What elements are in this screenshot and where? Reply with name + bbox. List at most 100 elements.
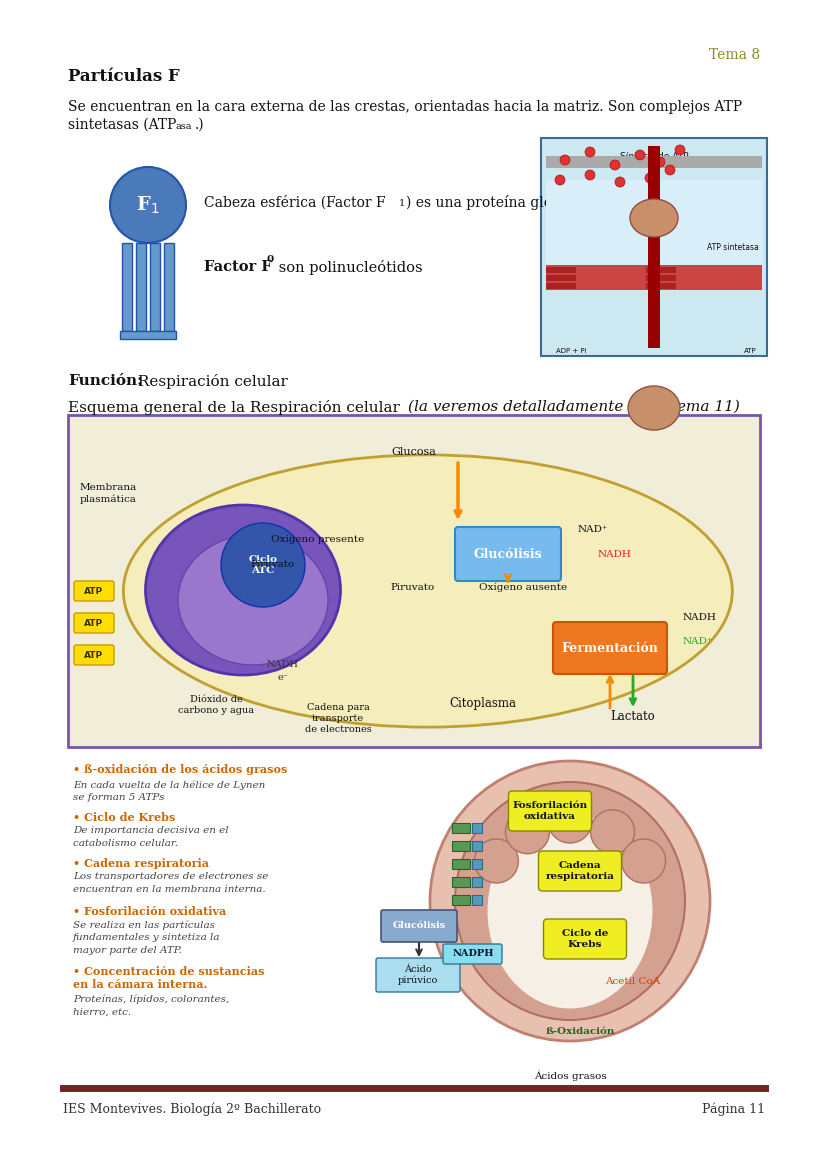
Text: Síntesis de ATP: Síntesis de ATP bbox=[619, 152, 687, 160]
Text: .): .) bbox=[195, 118, 204, 132]
Ellipse shape bbox=[178, 535, 327, 665]
Text: En cada vuelta de la hélice de Lynen: En cada vuelta de la hélice de Lynen bbox=[73, 780, 265, 789]
Bar bbox=[471, 841, 481, 851]
FancyBboxPatch shape bbox=[380, 910, 457, 941]
Circle shape bbox=[505, 809, 549, 854]
Text: catabolismo celular.: catabolismo celular. bbox=[73, 838, 178, 848]
Text: Lactato: Lactato bbox=[609, 710, 655, 723]
Text: Respiración celular: Respiración celular bbox=[133, 374, 288, 389]
FancyBboxPatch shape bbox=[543, 919, 626, 959]
Bar bbox=[122, 244, 131, 331]
Circle shape bbox=[559, 155, 569, 165]
Text: Glucólisis: Glucólisis bbox=[392, 922, 445, 931]
Text: Ciclo
ATC: Ciclo ATC bbox=[248, 555, 277, 575]
FancyBboxPatch shape bbox=[538, 851, 621, 891]
Text: NAD⁺: NAD⁺ bbox=[682, 637, 713, 646]
Text: 1: 1 bbox=[399, 199, 404, 208]
Text: Se realiza en las partículas: Se realiza en las partículas bbox=[73, 920, 215, 930]
Text: Piruvato: Piruvato bbox=[390, 583, 435, 593]
Bar bbox=[545, 265, 761, 290]
FancyBboxPatch shape bbox=[508, 790, 590, 831]
Text: Función:: Función: bbox=[68, 374, 142, 388]
Text: encuentran en la membrana interna.: encuentran en la membrana interna. bbox=[73, 885, 265, 893]
Circle shape bbox=[664, 165, 674, 174]
Circle shape bbox=[585, 170, 595, 180]
Text: Factor F: Factor F bbox=[203, 260, 271, 274]
FancyBboxPatch shape bbox=[442, 944, 501, 964]
Text: ATP sintetasa: ATP sintetasa bbox=[706, 244, 758, 252]
Text: e⁻: e⁻ bbox=[277, 673, 288, 682]
Text: • ß-oxidación de los ácidos grasos: • ß-oxidación de los ácidos grasos bbox=[73, 763, 287, 775]
Circle shape bbox=[634, 150, 644, 160]
Circle shape bbox=[644, 173, 654, 183]
Bar bbox=[452, 860, 470, 869]
Bar bbox=[540, 138, 766, 356]
Text: Membrana
plasmática: Membrana plasmática bbox=[80, 482, 137, 504]
Ellipse shape bbox=[123, 454, 731, 727]
Text: ) es una proteína globular: ) es una proteína globular bbox=[405, 196, 589, 210]
Bar bbox=[648, 146, 659, 348]
Text: mayor parte del ATP.: mayor parte del ATP. bbox=[73, 946, 182, 956]
Text: ATP: ATP bbox=[743, 348, 756, 354]
Ellipse shape bbox=[146, 505, 340, 674]
Bar bbox=[545, 267, 576, 273]
Bar bbox=[452, 895, 470, 905]
Bar bbox=[545, 180, 761, 265]
Text: Dióxido de
carbono y agua: Dióxido de carbono y agua bbox=[178, 696, 254, 715]
Circle shape bbox=[654, 157, 664, 167]
FancyBboxPatch shape bbox=[74, 612, 114, 634]
Text: Proteínas, lípidos, colorantes,: Proteínas, lípidos, colorantes, bbox=[73, 995, 229, 1005]
Text: De importancia decisiva en el: De importancia decisiva en el bbox=[73, 826, 228, 835]
Bar bbox=[136, 244, 146, 331]
Bar bbox=[68, 415, 759, 747]
Text: en la cámara interna.: en la cámara interna. bbox=[73, 979, 207, 989]
Text: IES Montevives. Biología 2º Bachillerato: IES Montevives. Biología 2º Bachillerato bbox=[63, 1102, 321, 1116]
Text: NAD⁺: NAD⁺ bbox=[577, 525, 608, 534]
Text: Ácidos grasos: Ácidos grasos bbox=[533, 1070, 605, 1081]
Text: Fermentación: Fermentación bbox=[561, 642, 657, 655]
Text: Oxígeno presente: Oxígeno presente bbox=[271, 535, 364, 545]
Bar bbox=[471, 823, 481, 833]
Text: ß-Oxidación: ß-Oxidación bbox=[545, 1027, 614, 1035]
Text: (la veremos detalladamente en el tema 11): (la veremos detalladamente en el tema 11… bbox=[408, 400, 739, 415]
Text: ADP + Pi: ADP + Pi bbox=[555, 348, 586, 354]
Text: Ciclo de
Krebs: Ciclo de Krebs bbox=[562, 929, 608, 949]
Text: Esquema general de la Respiración celular: Esquema general de la Respiración celula… bbox=[68, 400, 404, 415]
Circle shape bbox=[110, 167, 186, 244]
Bar bbox=[471, 895, 481, 905]
FancyBboxPatch shape bbox=[74, 645, 114, 665]
Text: Oxígeno ausente: Oxígeno ausente bbox=[478, 583, 566, 593]
Text: asa: asa bbox=[176, 122, 192, 131]
FancyBboxPatch shape bbox=[375, 958, 460, 992]
Circle shape bbox=[590, 809, 633, 854]
Text: • Fosforilación oxidativa: • Fosforilación oxidativa bbox=[73, 906, 226, 917]
Text: NADH: NADH bbox=[597, 550, 631, 559]
Text: Ácido
pirúvico: Ácido pirúvico bbox=[397, 965, 437, 985]
Text: • Ciclo de Krebs: • Ciclo de Krebs bbox=[73, 812, 175, 823]
Text: Piruvato: Piruvato bbox=[251, 560, 294, 569]
Text: ATP: ATP bbox=[84, 651, 103, 659]
Text: NADH: NADH bbox=[266, 660, 299, 669]
Text: Cadena
respiratoria: Cadena respiratoria bbox=[545, 861, 614, 881]
Bar bbox=[120, 331, 176, 338]
Text: NADPH: NADPH bbox=[452, 950, 493, 959]
Text: ATP: ATP bbox=[84, 587, 103, 596]
Bar bbox=[471, 877, 481, 886]
Text: Acetil CoA: Acetil CoA bbox=[605, 977, 659, 986]
Text: NADH: NADH bbox=[682, 612, 716, 622]
Text: • Cadena respiratoria: • Cadena respiratoria bbox=[73, 858, 208, 869]
Text: Cadena para
transporte
de electrones: Cadena para transporte de electrones bbox=[304, 703, 371, 734]
Circle shape bbox=[221, 523, 304, 607]
FancyBboxPatch shape bbox=[552, 622, 667, 674]
Bar bbox=[645, 267, 675, 273]
Text: Partículas F: Partículas F bbox=[68, 68, 179, 85]
Bar bbox=[545, 275, 576, 281]
Circle shape bbox=[554, 174, 564, 185]
Text: Fosforilación
oxidativa: Fosforilación oxidativa bbox=[512, 801, 587, 821]
Bar bbox=[452, 877, 470, 886]
Bar bbox=[545, 156, 761, 167]
Text: ATP: ATP bbox=[84, 618, 103, 628]
Ellipse shape bbox=[487, 814, 652, 1008]
Text: Citoplasma: Citoplasma bbox=[449, 697, 516, 710]
Text: sintetasas (ATP: sintetasas (ATP bbox=[68, 118, 176, 132]
